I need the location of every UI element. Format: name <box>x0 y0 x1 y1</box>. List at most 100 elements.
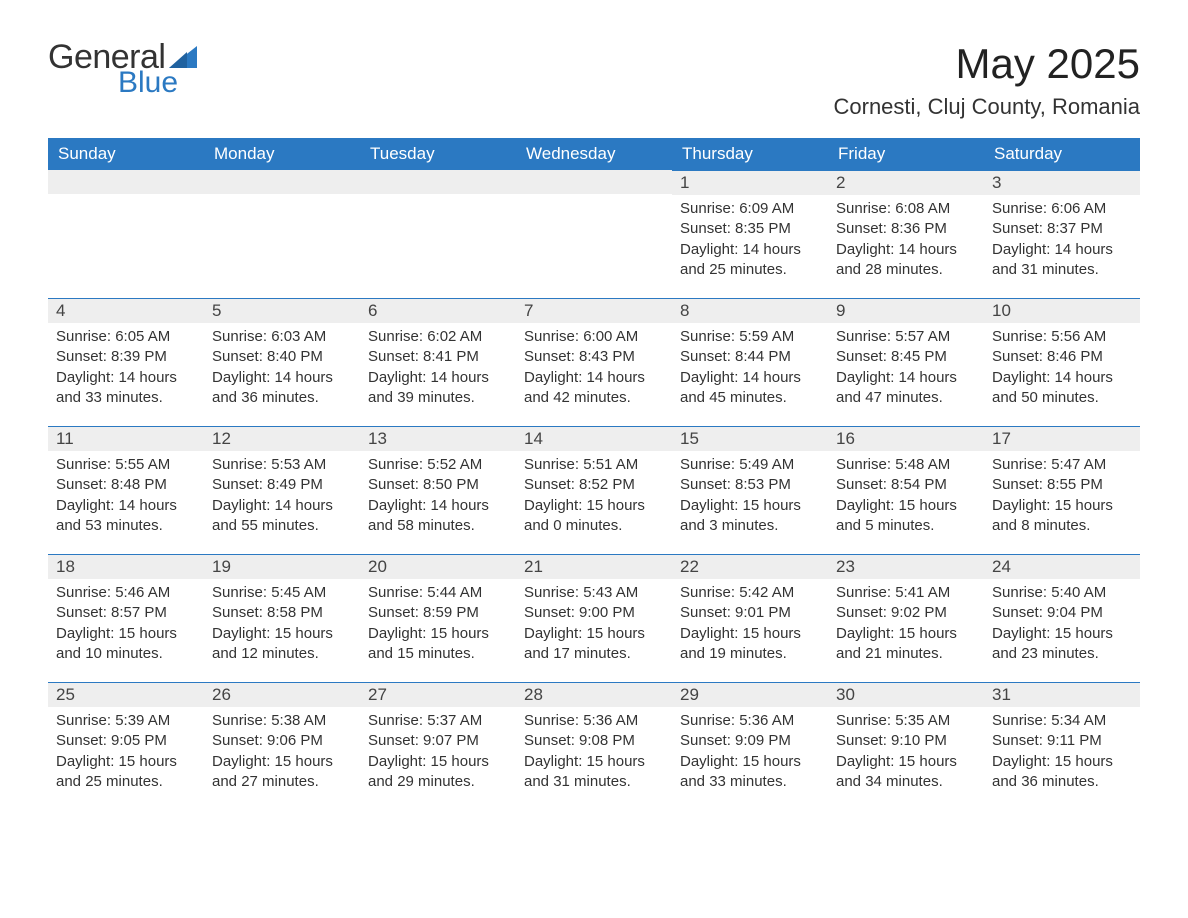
calendar-empty-cell <box>516 170 672 298</box>
sunset-line: Sunset: 9:11 PM <box>992 731 1132 751</box>
day-content: Sunrise: 5:59 AMSunset: 8:44 PMDaylight:… <box>672 323 828 416</box>
calendar-day-cell: 6Sunrise: 6:02 AMSunset: 8:41 PMDaylight… <box>360 298 516 426</box>
calendar-day-cell: 11Sunrise: 5:55 AMSunset: 8:48 PMDayligh… <box>48 426 204 554</box>
day-content: Sunrise: 5:56 AMSunset: 8:46 PMDaylight:… <box>984 323 1140 416</box>
calendar-day-cell: 29Sunrise: 5:36 AMSunset: 9:09 PMDayligh… <box>672 682 828 810</box>
sunrise-line: Sunrise: 5:39 AM <box>56 711 196 731</box>
day-content: Sunrise: 6:05 AMSunset: 8:39 PMDaylight:… <box>48 323 204 416</box>
sunrise-line: Sunrise: 5:53 AM <box>212 455 352 475</box>
weekday-header: Sunday <box>48 138 204 170</box>
calendar-empty-cell <box>48 170 204 298</box>
sunrise-line: Sunrise: 6:03 AM <box>212 327 352 347</box>
sunrise-line: Sunrise: 6:05 AM <box>56 327 196 347</box>
day-number-bar: 19 <box>204 554 360 579</box>
day-content: Sunrise: 5:35 AMSunset: 9:10 PMDaylight:… <box>828 707 984 800</box>
daylight-line: Daylight: 14 hours and 39 minutes. <box>368 368 508 409</box>
daylight-line: Daylight: 14 hours and 55 minutes. <box>212 496 352 537</box>
weekday-header: Tuesday <box>360 138 516 170</box>
day-number-bar: 9 <box>828 298 984 323</box>
month-title: May 2025 <box>834 40 1141 88</box>
sunrise-line: Sunrise: 5:41 AM <box>836 583 976 603</box>
calendar-day-cell: 2Sunrise: 6:08 AMSunset: 8:36 PMDaylight… <box>828 170 984 298</box>
daylight-line: Daylight: 14 hours and 33 minutes. <box>56 368 196 409</box>
sunrise-line: Sunrise: 5:45 AM <box>212 583 352 603</box>
day-content: Sunrise: 5:51 AMSunset: 8:52 PMDaylight:… <box>516 451 672 544</box>
calendar-day-cell: 3Sunrise: 6:06 AMSunset: 8:37 PMDaylight… <box>984 170 1140 298</box>
day-number-bar <box>204 170 360 194</box>
day-number-bar: 24 <box>984 554 1140 579</box>
daylight-line: Daylight: 14 hours and 58 minutes. <box>368 496 508 537</box>
calendar-day-cell: 25Sunrise: 5:39 AMSunset: 9:05 PMDayligh… <box>48 682 204 810</box>
day-content: Sunrise: 6:09 AMSunset: 8:35 PMDaylight:… <box>672 195 828 288</box>
sunset-line: Sunset: 9:01 PM <box>680 603 820 623</box>
day-content: Sunrise: 5:44 AMSunset: 8:59 PMDaylight:… <box>360 579 516 672</box>
day-number-bar: 13 <box>360 426 516 451</box>
day-content: Sunrise: 5:37 AMSunset: 9:07 PMDaylight:… <box>360 707 516 800</box>
sunset-line: Sunset: 8:55 PM <box>992 475 1132 495</box>
sunrise-line: Sunrise: 5:46 AM <box>56 583 196 603</box>
brand-logo: General Blue <box>48 40 197 98</box>
brand-part2: Blue <box>118 68 197 98</box>
daylight-line: Daylight: 14 hours and 31 minutes. <box>992 240 1132 281</box>
day-number-bar: 28 <box>516 682 672 707</box>
sunset-line: Sunset: 8:54 PM <box>836 475 976 495</box>
day-content: Sunrise: 5:52 AMSunset: 8:50 PMDaylight:… <box>360 451 516 544</box>
day-content: Sunrise: 5:49 AMSunset: 8:53 PMDaylight:… <box>672 451 828 544</box>
sunset-line: Sunset: 8:53 PM <box>680 475 820 495</box>
daylight-line: Daylight: 15 hours and 27 minutes. <box>212 752 352 793</box>
day-number-bar: 26 <box>204 682 360 707</box>
sunset-line: Sunset: 8:48 PM <box>56 475 196 495</box>
sunset-line: Sunset: 9:06 PM <box>212 731 352 751</box>
day-number-bar: 22 <box>672 554 828 579</box>
day-number-bar: 31 <box>984 682 1140 707</box>
calendar-day-cell: 15Sunrise: 5:49 AMSunset: 8:53 PMDayligh… <box>672 426 828 554</box>
brand-triangle-icon <box>169 46 197 68</box>
sunrise-line: Sunrise: 5:56 AM <box>992 327 1132 347</box>
daylight-line: Daylight: 15 hours and 19 minutes. <box>680 624 820 665</box>
sunset-line: Sunset: 8:50 PM <box>368 475 508 495</box>
page-header: General Blue May 2025 Cornesti, Cluj Cou… <box>48 40 1140 120</box>
calendar-day-cell: 21Sunrise: 5:43 AMSunset: 9:00 PMDayligh… <box>516 554 672 682</box>
day-number-bar <box>48 170 204 194</box>
sunset-line: Sunset: 8:45 PM <box>836 347 976 367</box>
daylight-line: Daylight: 15 hours and 10 minutes. <box>56 624 196 665</box>
day-number-bar: 30 <box>828 682 984 707</box>
calendar-day-cell: 22Sunrise: 5:42 AMSunset: 9:01 PMDayligh… <box>672 554 828 682</box>
sunrise-line: Sunrise: 5:40 AM <box>992 583 1132 603</box>
day-content: Sunrise: 5:55 AMSunset: 8:48 PMDaylight:… <box>48 451 204 544</box>
sunset-line: Sunset: 8:57 PM <box>56 603 196 623</box>
sunset-line: Sunset: 9:07 PM <box>368 731 508 751</box>
daylight-line: Daylight: 14 hours and 28 minutes. <box>836 240 976 281</box>
sunrise-line: Sunrise: 6:00 AM <box>524 327 664 347</box>
sunset-line: Sunset: 9:10 PM <box>836 731 976 751</box>
sunrise-line: Sunrise: 5:52 AM <box>368 455 508 475</box>
daylight-line: Daylight: 15 hours and 21 minutes. <box>836 624 976 665</box>
day-number-bar: 11 <box>48 426 204 451</box>
sunset-line: Sunset: 9:00 PM <box>524 603 664 623</box>
day-content: Sunrise: 5:48 AMSunset: 8:54 PMDaylight:… <box>828 451 984 544</box>
daylight-line: Daylight: 14 hours and 25 minutes. <box>680 240 820 281</box>
daylight-line: Daylight: 15 hours and 36 minutes. <box>992 752 1132 793</box>
day-number-bar: 10 <box>984 298 1140 323</box>
calendar-day-cell: 17Sunrise: 5:47 AMSunset: 8:55 PMDayligh… <box>984 426 1140 554</box>
sunrise-line: Sunrise: 5:36 AM <box>524 711 664 731</box>
sunrise-line: Sunrise: 5:44 AM <box>368 583 508 603</box>
calendar-day-cell: 28Sunrise: 5:36 AMSunset: 9:08 PMDayligh… <box>516 682 672 810</box>
sunset-line: Sunset: 8:36 PM <box>836 219 976 239</box>
day-number-bar: 7 <box>516 298 672 323</box>
sunset-line: Sunset: 8:58 PM <box>212 603 352 623</box>
sunrise-line: Sunrise: 6:02 AM <box>368 327 508 347</box>
calendar-empty-cell <box>204 170 360 298</box>
location-text: Cornesti, Cluj County, Romania <box>834 94 1141 120</box>
day-number-bar: 2 <box>828 170 984 195</box>
day-content: Sunrise: 5:34 AMSunset: 9:11 PMDaylight:… <box>984 707 1140 800</box>
day-content: Sunrise: 5:57 AMSunset: 8:45 PMDaylight:… <box>828 323 984 416</box>
daylight-line: Daylight: 15 hours and 25 minutes. <box>56 752 196 793</box>
daylight-line: Daylight: 14 hours and 42 minutes. <box>524 368 664 409</box>
sunrise-line: Sunrise: 5:43 AM <box>524 583 664 603</box>
sunset-line: Sunset: 8:37 PM <box>992 219 1132 239</box>
calendar-week-row: 18Sunrise: 5:46 AMSunset: 8:57 PMDayligh… <box>48 554 1140 682</box>
sunrise-line: Sunrise: 5:55 AM <box>56 455 196 475</box>
sunrise-line: Sunrise: 5:59 AM <box>680 327 820 347</box>
day-content: Sunrise: 5:43 AMSunset: 9:00 PMDaylight:… <box>516 579 672 672</box>
